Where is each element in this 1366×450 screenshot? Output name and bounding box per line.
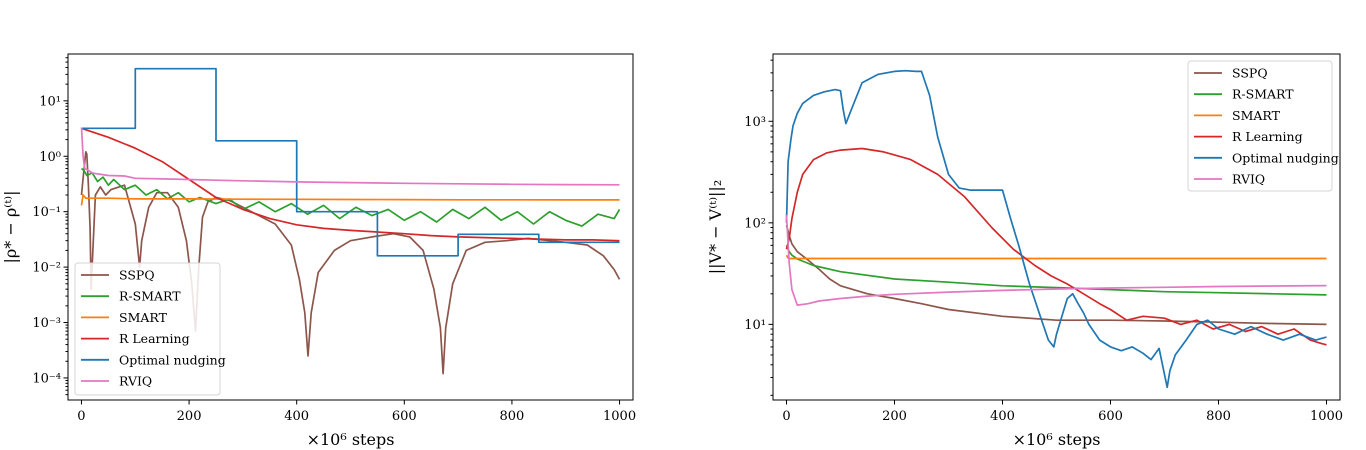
plot-area-frame <box>67 53 634 401</box>
y-axis-label: ||V* − V⁽ᵗ⁾||₂ <box>706 180 725 274</box>
y-tick-label: 10³ <box>744 115 766 130</box>
series-group <box>785 69 1327 389</box>
x-tick-label: 600 <box>392 409 417 424</box>
series-line-rviq <box>80 127 620 186</box>
series-line-optimal-nudging <box>785 69 1327 389</box>
right-chart-panel: 10¹ 10² 10³ 0 200 400 600 800 1000 ×10⁶ steps ||V*… <box>706 53 1343 449</box>
x-tick-label: 200 <box>882 409 907 424</box>
legend-label-r-smart: R-SMART <box>119 289 181 304</box>
left-chart-panel: 10⁻⁴ 10⁻³ 10⁻² 10⁻¹ 10⁰ 10¹ 0 200 400 600 800 1000 ×… <box>1 53 636 449</box>
x-tick-label: 800 <box>500 409 525 424</box>
series-line-smart <box>80 194 620 206</box>
legend-box <box>74 262 221 396</box>
legend-label-r-smart: R-SMART <box>1232 87 1294 102</box>
x-tick-label: 600 <box>1098 409 1123 424</box>
legend-label-optimal-nudging: Optimal nudging <box>119 352 226 367</box>
series-line-rviq <box>785 214 1327 306</box>
x-tick-label: 400 <box>284 409 309 424</box>
series-line-sspq <box>785 224 1327 326</box>
legend: SSPQ R-SMART SMART R Learning Optimal nudgin… <box>74 262 226 396</box>
y-tick-label: 10⁻⁴ <box>32 371 61 386</box>
x-axis-label: ×10⁶ steps <box>1013 430 1101 449</box>
x-tick-label: 1000 <box>603 409 636 424</box>
x-tick-label: 800 <box>1206 409 1231 424</box>
y-tick-label: 10⁻¹ <box>32 205 61 220</box>
series-line-r-smart <box>785 245 1327 296</box>
y-tick-label: 10² <box>744 216 766 231</box>
legend-label-rviq: RVIQ <box>119 374 152 389</box>
legend-box <box>1187 60 1333 192</box>
y-axis-label: |ρ* − ρ⁽ᵗ⁾| <box>1 191 20 264</box>
legend-label-smart: SMART <box>1232 108 1281 123</box>
legend: SSPQ R-SMART SMART R Learning Optimal nudgin… <box>1187 60 1339 192</box>
x-tick-label: 0 <box>77 409 85 424</box>
series-line-r-learning <box>785 147 1327 346</box>
legend-label-r-learning: R Learning <box>1232 129 1303 144</box>
series-line-smart <box>785 254 1327 260</box>
x-tick-label: 1000 <box>1310 409 1343 424</box>
legend-label-smart: SMART <box>119 310 168 325</box>
x-axis-label: ×10⁶ steps <box>307 430 395 449</box>
series-line-optimal-nudging <box>81 67 620 257</box>
x-tick-label: 0 <box>782 409 790 424</box>
legend-label-optimal-nudging: Optimal nudging <box>1232 150 1339 165</box>
y-tick-label: 10¹ <box>744 318 766 333</box>
y-tick-label: 10⁰ <box>39 150 61 165</box>
legend-label-sspq: SSPQ <box>1232 66 1268 81</box>
x-tick-label: 400 <box>990 409 1015 424</box>
series-line-r-smart <box>80 167 621 227</box>
x-tick-label: 200 <box>177 409 202 424</box>
series-line-r-learning <box>81 127 620 242</box>
y-tick-label: 10¹ <box>39 94 61 109</box>
y-tick-label: 10⁻² <box>32 261 61 276</box>
legend-label-sspq: SSPQ <box>119 268 155 283</box>
legend-label-rviq: RVIQ <box>1232 172 1265 187</box>
legend-label-r-learning: R Learning <box>119 331 190 346</box>
plot-area-frame <box>772 53 1341 401</box>
y-tick-label: 10⁻³ <box>32 316 61 331</box>
series-group <box>80 67 621 375</box>
